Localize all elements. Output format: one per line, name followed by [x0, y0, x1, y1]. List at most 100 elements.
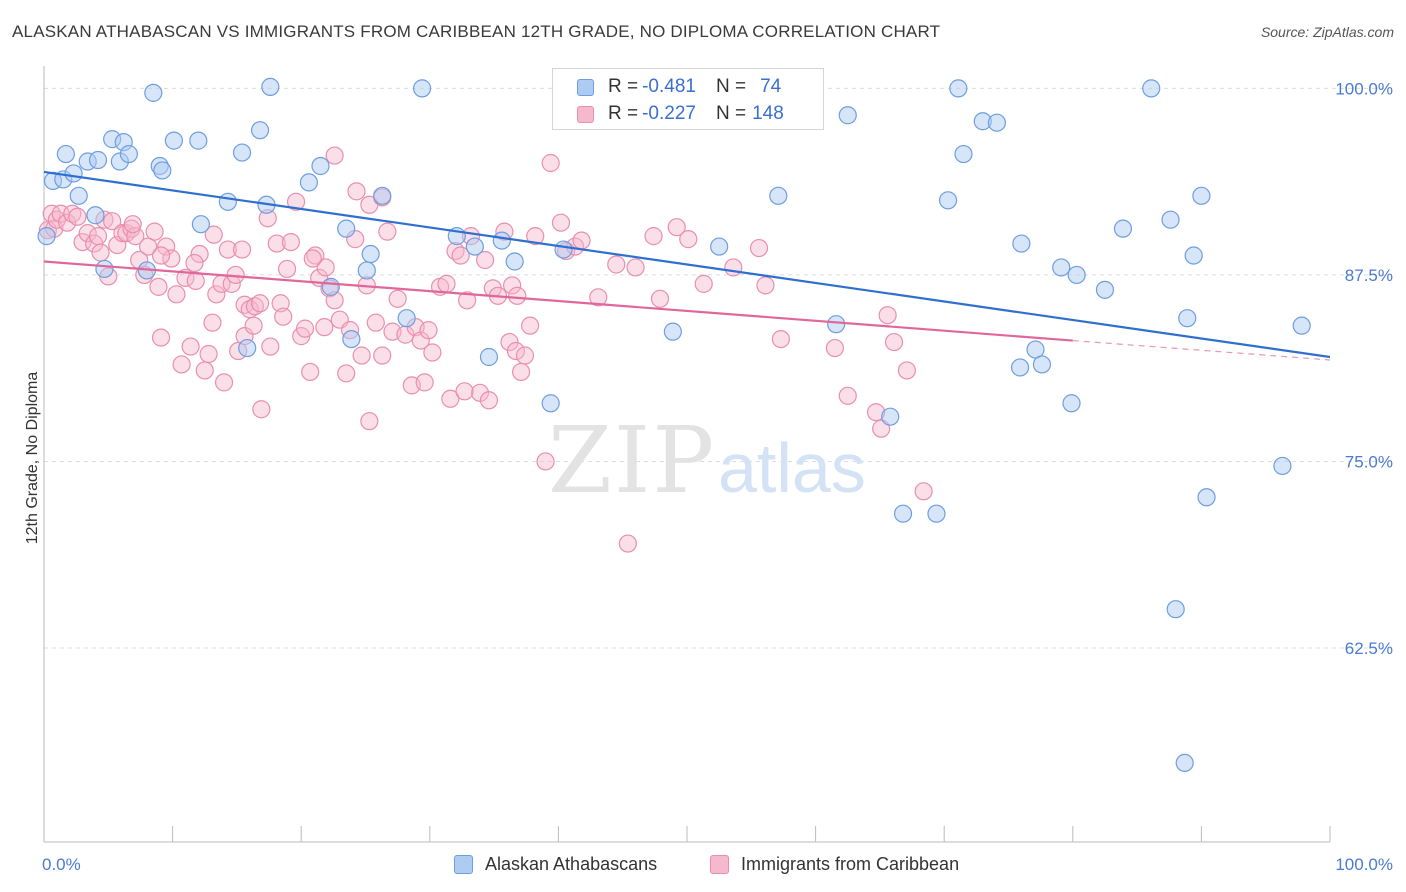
- data-point-caribbean: [218, 240, 237, 259]
- data-point-caribbean: [373, 346, 392, 365]
- data-point-athabascan: [321, 277, 340, 296]
- data-point-caribbean: [91, 243, 110, 262]
- data-point-athabascan: [153, 161, 172, 180]
- data-point-caribbean: [199, 344, 218, 364]
- data-point-athabascan: [238, 338, 257, 358]
- gridlines: [44, 87, 1395, 649]
- bottom-legend-swatch-caribbean: [710, 854, 729, 874]
- data-point-caribbean: [388, 289, 407, 308]
- legend-r-value: -0.227: [642, 103, 696, 124]
- data-point-caribbean: [68, 207, 87, 226]
- data-point-athabascan: [987, 113, 1007, 132]
- data-point-caribbean: [644, 227, 663, 246]
- data-point-caribbean: [360, 412, 379, 431]
- stats-legend: R = -0.481 N = 74 R = -0.227 N = 148: [552, 68, 824, 130]
- data-point-caribbean: [232, 240, 252, 259]
- data-point-caribbean: [245, 297, 265, 316]
- data-point-athabascan: [827, 315, 846, 334]
- data-point-caribbean: [286, 192, 306, 211]
- data-point-athabascan: [95, 259, 114, 279]
- data-point-athabascan: [144, 83, 163, 102]
- data-point-athabascan: [1142, 79, 1161, 98]
- data-point-caribbean: [475, 250, 495, 270]
- data-point-athabascan: [838, 106, 857, 125]
- data-point-caribbean: [301, 362, 320, 382]
- data-point-athabascan: [1192, 186, 1211, 205]
- y-axis-title: 12th Grade, No Diploma: [24, 372, 41, 545]
- data-point-athabascan: [1095, 280, 1115, 299]
- data-point-caribbean: [167, 285, 186, 304]
- bottom-legend-caribbean: Immigrants from Caribbean: [710, 852, 959, 876]
- legend-n-value: 74: [760, 76, 782, 97]
- data-point-caribbean: [295, 319, 315, 338]
- series-athabascan-points: [37, 77, 1311, 773]
- data-point-athabascan: [56, 144, 75, 164]
- bottom-legend-label-athabascan: Alaskan Athabascans: [485, 853, 658, 874]
- data-point-caribbean: [347, 182, 366, 201]
- data-point-caribbean: [126, 227, 145, 246]
- data-point-athabascan: [479, 347, 499, 367]
- data-point-caribbean: [756, 276, 775, 295]
- data-point-athabascan: [1067, 265, 1086, 285]
- data-point-athabascan: [232, 143, 252, 162]
- data-point-athabascan: [1178, 309, 1197, 328]
- data-point-caribbean: [526, 227, 545, 246]
- data-point-caribbean: [214, 373, 234, 392]
- data-point-athabascan: [927, 504, 946, 523]
- data-point-athabascan: [37, 227, 56, 246]
- data-point-caribbean: [512, 362, 531, 382]
- data-point-athabascan: [1010, 358, 1030, 377]
- data-point-athabascan: [938, 191, 958, 210]
- data-point-athabascan: [64, 164, 83, 183]
- bottom-legend-swatch-athabascan: [454, 854, 473, 874]
- data-point-caribbean: [650, 289, 670, 308]
- data-point-caribbean: [506, 341, 526, 361]
- data-point-caribbean: [149, 277, 168, 296]
- legend-r-value: -0.481: [642, 76, 696, 97]
- svg-text:atlas: atlas: [718, 429, 866, 507]
- svg-text:ZIP: ZIP: [548, 407, 716, 514]
- data-point-caribbean: [151, 328, 171, 347]
- data-point-athabascan: [954, 144, 973, 164]
- data-point-caribbean: [103, 212, 122, 231]
- data-point-caribbean: [274, 307, 293, 326]
- tick-labels: 100.0% 87.5% 75.0% 62.5% 0.0% 100.0%: [42, 79, 1393, 874]
- data-point-athabascan: [465, 237, 484, 256]
- data-point-caribbean: [252, 400, 271, 419]
- data-point-caribbean: [423, 343, 442, 362]
- data-point-caribbean: [451, 246, 470, 265]
- data-point-athabascan: [554, 240, 573, 259]
- data-point-caribbean: [515, 346, 535, 365]
- data-point-caribbean: [897, 361, 917, 380]
- data-point-caribbean: [589, 288, 608, 307]
- data-point-caribbean: [203, 313, 222, 332]
- watermark: ZIP atlas: [548, 407, 866, 514]
- data-point-athabascan: [1166, 600, 1185, 619]
- chart-title: ALASKAN ATHABASCAN VS IMMIGRANTS FROM CA…: [12, 22, 941, 41]
- trend-line-athabascan: [43, 170, 1331, 359]
- data-point-athabascan: [261, 77, 280, 96]
- data-point-caribbean: [151, 246, 171, 265]
- data-point-caribbean: [73, 232, 92, 252]
- data-point-caribbean: [244, 316, 263, 335]
- data-point-caribbean: [884, 332, 904, 352]
- data-point-caribbean: [306, 246, 325, 265]
- data-point-caribbean: [441, 389, 460, 408]
- trend-line-caribbean: [43, 260, 1073, 342]
- data-point-caribbean: [521, 316, 540, 335]
- data-point-athabascan: [218, 192, 237, 211]
- data-point-caribbean: [679, 230, 698, 249]
- data-point-athabascan: [492, 231, 511, 250]
- legend-r-label: R =: [608, 76, 639, 97]
- y-tick-label: 62.5%: [1345, 639, 1393, 658]
- data-point-athabascan: [164, 131, 183, 150]
- data-point-caribbean: [500, 332, 519, 352]
- axes: [43, 66, 1331, 843]
- data-point-caribbean: [63, 204, 82, 223]
- data-point-caribbean: [58, 213, 77, 232]
- data-point-athabascan: [949, 79, 968, 98]
- data-point-caribbean: [190, 244, 209, 264]
- data-point-caribbean: [914, 482, 933, 501]
- data-point-caribbean: [316, 258, 335, 277]
- data-point-caribbean: [250, 294, 270, 313]
